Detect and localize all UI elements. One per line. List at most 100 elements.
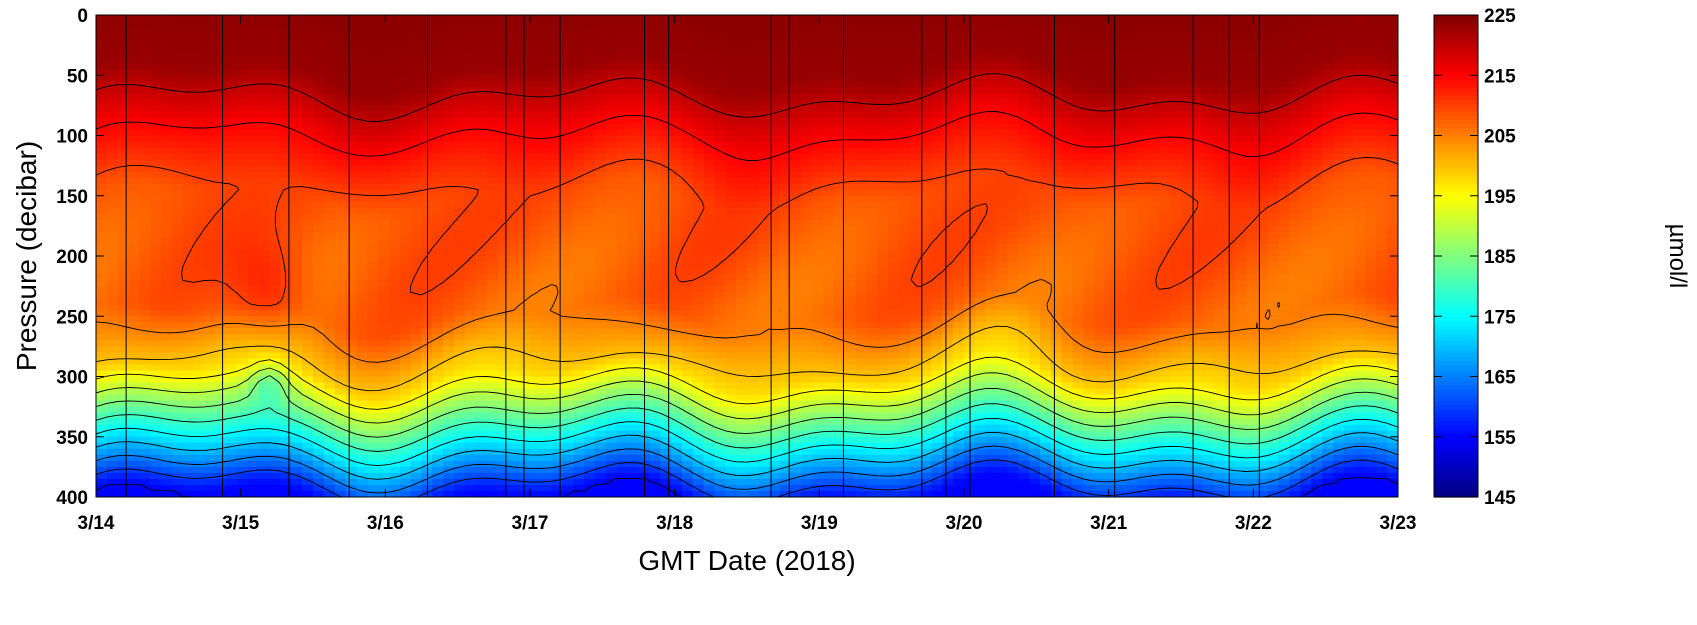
heatmap-cell	[1354, 105, 1367, 113]
heatmap-cell	[1235, 51, 1247, 58]
heatmap-cell	[204, 201, 216, 209]
heatmap-cell	[833, 201, 846, 209]
heatmap-cell	[1202, 256, 1215, 263]
heatmap-cell	[334, 262, 347, 269]
heatmap-cell	[1039, 93, 1052, 100]
heatmap-cell	[1213, 129, 1225, 137]
heatmap-cell	[790, 99, 802, 106]
heatmap-cell	[226, 159, 238, 167]
heatmap-cell	[888, 129, 900, 137]
heatmap-cell	[1159, 201, 1171, 209]
heatmap-cell	[595, 117, 607, 125]
heatmap-cell	[888, 99, 900, 106]
heatmap-cell	[464, 81, 477, 88]
heatmap-cell	[1267, 213, 1280, 221]
heatmap-cell	[432, 51, 444, 58]
heatmap-cell	[193, 33, 206, 40]
heatmap-cell	[562, 201, 574, 209]
heatmap-cell	[443, 225, 455, 233]
heatmap-cell	[616, 231, 629, 239]
heatmap-cell	[855, 117, 867, 125]
heatmap-cell	[747, 135, 759, 143]
heatmap-cell	[302, 81, 314, 88]
heatmap-cell	[1083, 21, 1095, 28]
heatmap-cell	[942, 243, 954, 251]
heatmap-cell	[671, 213, 683, 221]
heatmap-cell	[475, 225, 488, 233]
heatmap-cell	[313, 177, 325, 185]
heatmap-cell	[378, 51, 390, 58]
heatmap-cell	[768, 165, 781, 173]
heatmap-cell	[942, 81, 954, 88]
heatmap-cell	[551, 75, 564, 82]
heatmap-cell	[1213, 147, 1225, 155]
heatmap-cell	[247, 177, 260, 185]
heatmap-cell	[1159, 39, 1171, 46]
heatmap-cell	[996, 171, 1008, 179]
heatmap-cell	[974, 243, 987, 251]
heatmap-cell	[1126, 183, 1139, 191]
heatmap-cell	[128, 225, 140, 233]
heatmap-cell	[443, 123, 455, 131]
heatmap-cell	[96, 93, 108, 100]
heatmap-cell	[150, 105, 162, 113]
heatmap-cell	[280, 33, 292, 40]
heatmap-cell	[671, 225, 683, 233]
heatmap-cell	[1018, 87, 1030, 94]
heatmap-cell	[1213, 27, 1225, 34]
heatmap-cell	[345, 63, 357, 70]
heatmap-cell	[1181, 171, 1193, 179]
heatmap-cell	[128, 183, 140, 191]
heatmap-cell	[942, 201, 954, 209]
heatmap-cell	[540, 183, 553, 191]
heatmap-cell	[627, 123, 640, 131]
heatmap-cell	[595, 219, 607, 227]
heatmap-cell	[833, 219, 846, 227]
heatmap-cell	[1332, 69, 1345, 76]
heatmap-cell	[1224, 99, 1236, 106]
heatmap-cell	[204, 129, 216, 137]
heatmap-cell	[1387, 135, 1398, 143]
heatmap-cell	[855, 123, 867, 131]
heatmap-cell	[1191, 207, 1204, 215]
heatmap-cell	[725, 33, 737, 40]
heatmap-cell	[801, 219, 813, 227]
heatmap-cell	[671, 45, 683, 52]
heatmap-cell	[1181, 249, 1193, 257]
heatmap-cell	[974, 15, 987, 22]
heatmap-cell	[182, 249, 195, 257]
heatmap-cell	[822, 99, 835, 106]
heatmap-cell	[627, 111, 640, 119]
heatmap-cell	[649, 159, 661, 167]
heatmap-cell	[779, 189, 791, 197]
heatmap-cell	[1213, 237, 1225, 245]
heatmap-cell	[1094, 39, 1106, 46]
heatmap-cell	[508, 33, 520, 40]
heatmap-cell	[1213, 213, 1225, 221]
heatmap-cell	[464, 69, 477, 76]
heatmap-cell	[454, 57, 466, 64]
heatmap-cell	[681, 195, 694, 203]
heatmap-cell	[1332, 225, 1345, 233]
heatmap-cell	[1018, 219, 1030, 227]
heatmap-cell	[432, 256, 444, 263]
heatmap-cell	[573, 51, 585, 58]
heatmap-cell	[692, 45, 705, 52]
heatmap-cell	[291, 262, 303, 269]
heatmap-cell	[334, 256, 347, 263]
heatmap-cell	[714, 33, 726, 40]
heatmap-cell	[714, 153, 726, 161]
heatmap-cell	[1007, 219, 1019, 227]
heatmap-cell	[1343, 165, 1356, 173]
heatmap-cell	[551, 99, 564, 106]
heatmap-cell	[182, 81, 195, 88]
heatmap-cell	[486, 177, 499, 185]
heatmap-cell	[182, 87, 195, 94]
heatmap-cell	[106, 45, 119, 52]
heatmap-cell	[215, 177, 227, 185]
heatmap-cell	[1235, 177, 1247, 185]
heatmap-cell	[432, 171, 444, 179]
heatmap-cell	[551, 177, 564, 185]
heatmap-cell	[1105, 195, 1117, 203]
heatmap-cell	[475, 117, 488, 125]
